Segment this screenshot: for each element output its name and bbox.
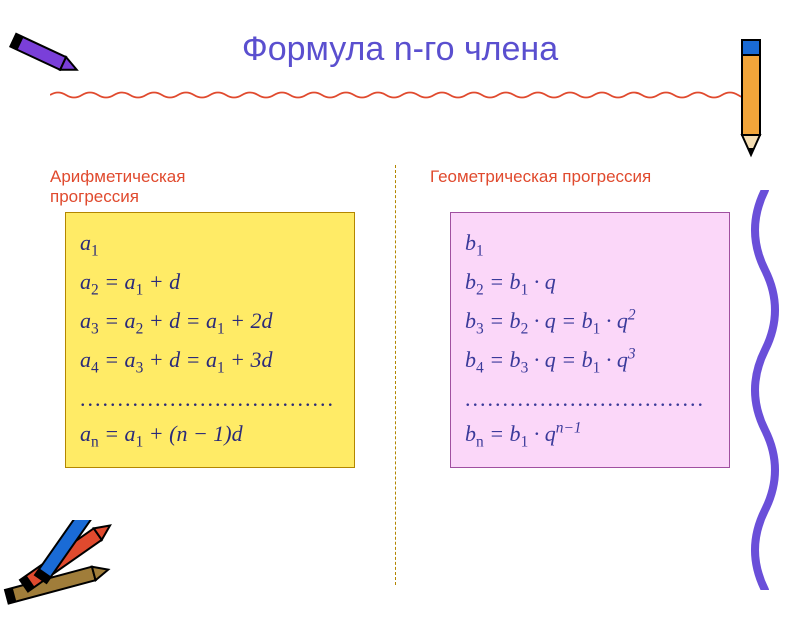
left-heading: Арифметическая прогрессия [50, 167, 250, 207]
formula-row: bn = b1 · qn−1 [465, 416, 715, 455]
arithmetic-box: a1a2 = a1 + da3 = a2 + d = a1 + 2da4 = a… [65, 212, 355, 468]
vertical-divider [395, 165, 396, 585]
formula-row: ................................ [465, 381, 715, 416]
crayons-icon [0, 520, 170, 630]
geometric-box: b1b2 = b1 · qb3 = b2 · q = b1 · q2b4 = b… [450, 212, 730, 468]
formula-row: an = a1 + (n − 1)d [80, 416, 340, 455]
crayon-icon [0, 30, 90, 85]
squiggle-icon [740, 190, 790, 590]
formula-row: a3 = a2 + d = a1 + 2d [80, 303, 340, 342]
right-heading: Геометрическая прогрессия [430, 167, 651, 187]
formula-row: b4 = b3 · q = b1 · q3 [465, 342, 715, 381]
page-title: Формула n-го члена [0, 30, 800, 69]
formula-row: a2 = a1 + d [80, 264, 340, 303]
wave-divider [50, 87, 750, 97]
formula-row: a4 = a3 + d = a1 + 3d [80, 342, 340, 381]
formula-row: .................................. [80, 381, 340, 416]
formula-row: a1 [80, 225, 340, 264]
pencil-icon [720, 30, 780, 160]
formula-row: b2 = b1 · q [465, 264, 715, 303]
formula-row: b1 [465, 225, 715, 264]
formula-row: b3 = b2 · q = b1 · q2 [465, 303, 715, 342]
